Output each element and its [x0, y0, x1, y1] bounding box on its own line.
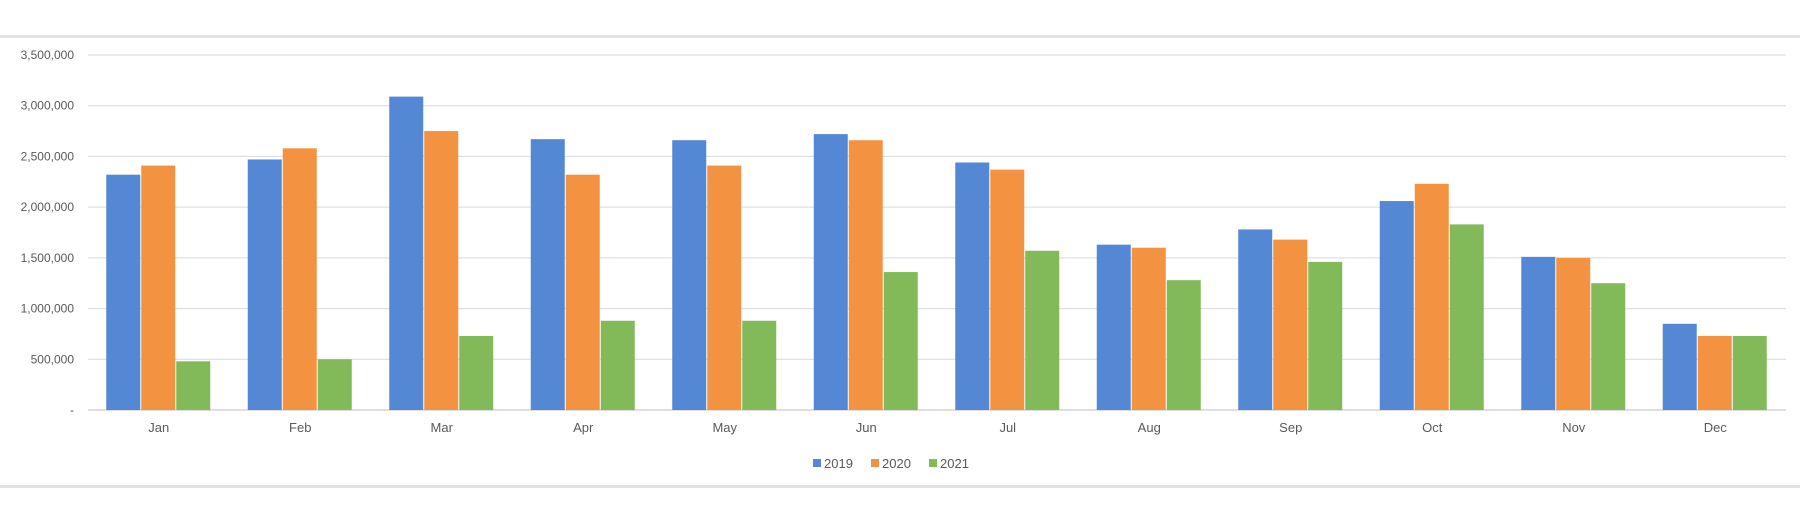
bar-2019-jan	[106, 174, 141, 410]
bar-2019-apr	[530, 139, 565, 410]
bar-2021-feb	[317, 359, 352, 410]
legend-swatch-2020	[871, 459, 879, 467]
bar-2019-jul	[955, 162, 990, 410]
x-axis-ticks: Jan Feb Mar Apr May Jun Jul Aug Sep Oct Nov Dec	[148, 420, 1727, 435]
y-tick-label: 500,000	[31, 352, 75, 366]
x-tick-label: Dec	[1704, 420, 1728, 435]
legend-label-2019: 2019	[824, 456, 853, 471]
bar-2021-may	[742, 320, 777, 410]
bar-2019-jun	[813, 134, 848, 410]
x-tick-label: Oct	[1422, 420, 1443, 435]
x-tick-label: Nov	[1562, 420, 1586, 435]
x-tick-label: Jun	[856, 420, 877, 435]
bar-2019-sep	[1238, 229, 1273, 410]
y-tick-label: 2,000,000	[21, 200, 75, 214]
bar-2020-nov	[1556, 257, 1591, 410]
bar-2020-dec	[1697, 335, 1732, 410]
bar-2021-nov	[1591, 283, 1626, 410]
bar-2020-feb	[282, 148, 317, 411]
legend-swatch-2019	[813, 459, 821, 467]
bar-2019-mar	[389, 96, 424, 410]
bar-2021-jul	[1025, 250, 1060, 410]
bottom-border	[0, 485, 1800, 488]
legend-label-2020: 2020	[882, 456, 911, 471]
bar-2021-jun	[883, 272, 918, 410]
bar-2020-may	[707, 165, 742, 410]
x-tick-label: Jul	[999, 420, 1016, 435]
bar-2021-jan	[176, 361, 211, 410]
top-border	[0, 35, 1800, 38]
bar-2019-aug	[1096, 244, 1131, 410]
bar-2019-nov	[1521, 256, 1556, 410]
y-tick-label: 2,500,000	[21, 149, 75, 163]
bars	[106, 96, 1767, 411]
bar-2021-oct	[1449, 224, 1484, 410]
bar-2021-mar	[459, 335, 494, 410]
bar-2020-oct	[1414, 183, 1449, 410]
y-axis-ticks: - 500,000 1,000,000 1,500,000 2,000,000 2,500…	[21, 48, 75, 417]
y-tick-label: 3,000,000	[21, 99, 75, 113]
legend-swatch-2021	[929, 459, 937, 467]
y-tick-label: -	[70, 403, 74, 417]
y-tick-label: 1,000,000	[21, 302, 75, 316]
x-tick-label: Jan	[148, 420, 169, 435]
bar-2020-apr	[565, 174, 600, 410]
bar-2021-apr	[600, 320, 635, 410]
bar-2020-mar	[424, 131, 459, 411]
x-tick-label: Sep	[1279, 420, 1302, 435]
bar-2020-jun	[848, 140, 883, 410]
legend-label-2021: 2021	[940, 456, 969, 471]
bar-2021-aug	[1166, 280, 1201, 410]
bar-2020-jan	[141, 165, 176, 410]
x-tick-label: May	[712, 420, 737, 435]
x-tick-label: Aug	[1138, 420, 1161, 435]
bar-2021-sep	[1308, 261, 1343, 410]
bar-2021-dec	[1732, 335, 1767, 410]
x-tick-label: Feb	[289, 420, 311, 435]
y-tick-label: 1,500,000	[21, 251, 75, 265]
y-tick-label: 3,500,000	[21, 48, 75, 62]
bar-2019-may	[672, 140, 707, 410]
bar-2020-aug	[1131, 247, 1166, 410]
bar-2019-oct	[1379, 201, 1414, 410]
bar-2020-sep	[1273, 239, 1308, 410]
bar-2019-feb	[247, 159, 282, 410]
x-tick-label: Apr	[573, 420, 594, 435]
legend: 2019 2020 2021	[813, 456, 969, 471]
gridlines	[88, 54, 1786, 411]
bar-2019-dec	[1662, 323, 1697, 410]
bar-2020-jul	[990, 169, 1025, 410]
x-tick-label: Mar	[431, 420, 454, 435]
